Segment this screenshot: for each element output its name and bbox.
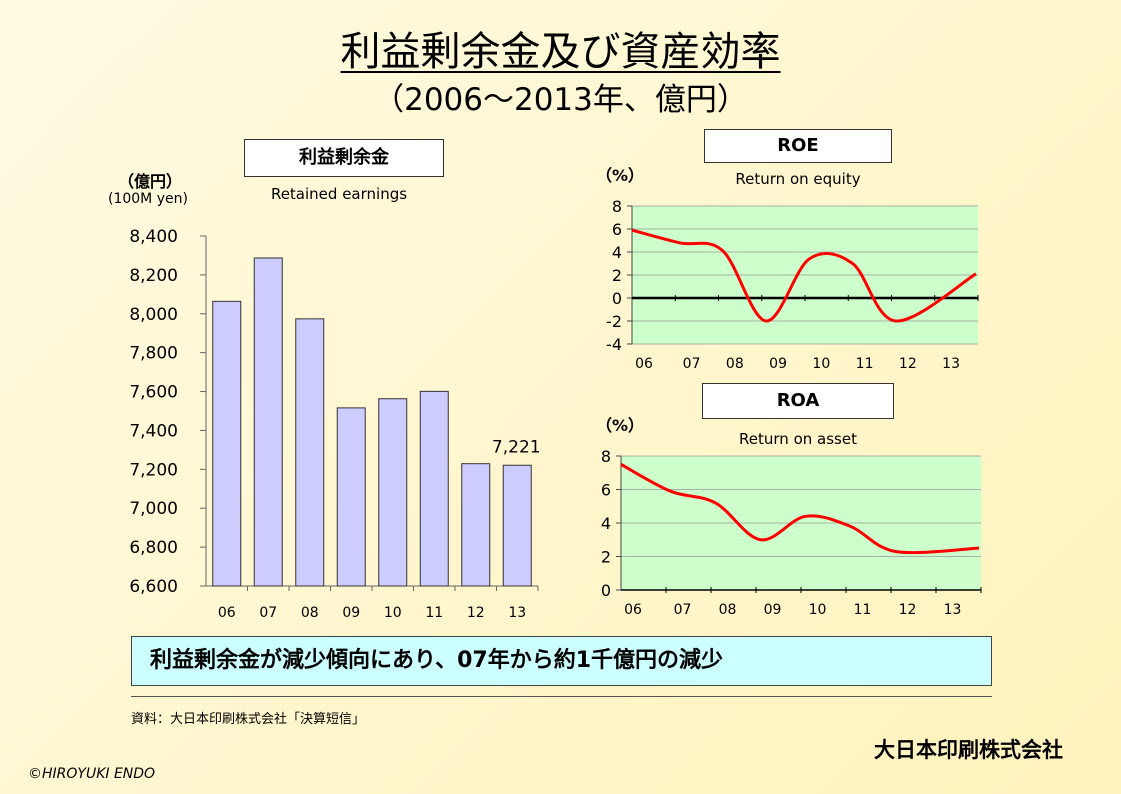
- x-tick-label: 12: [899, 356, 917, 372]
- retained-earnings-subtitle: Retained earnings: [270, 185, 408, 203]
- y-tick-label: 8: [612, 197, 622, 216]
- x-tick-label: 06: [624, 602, 642, 618]
- y-tick-label: 8: [601, 447, 611, 466]
- page-subtitle: （2006～2013年、億円）: [373, 82, 748, 118]
- roe-ylabel: （%）: [596, 166, 645, 185]
- x-tick-label: 10: [809, 602, 827, 618]
- y-tick-label: 6,600: [129, 577, 178, 597]
- x-tick-label: 13: [942, 356, 960, 372]
- x-tick-label: 13: [508, 605, 526, 621]
- y-tick-label: 0: [601, 581, 611, 600]
- x-tick-label: 06: [635, 356, 653, 372]
- y-tick-label: 7,200: [129, 460, 178, 480]
- x-tick-label: 11: [856, 356, 874, 372]
- roe-subtitle: Return on equity: [735, 170, 861, 188]
- y-tick-label: 7,600: [129, 383, 178, 403]
- x-tick-label: 08: [719, 602, 737, 618]
- y-tick-label: 4: [612, 243, 622, 262]
- bar: [253, 257, 283, 587]
- page-title: 利益剰余金及び資産効率: [340, 29, 781, 75]
- company-name: 大日本印刷株式会社: [874, 738, 1063, 762]
- x-tick-label: 12: [899, 602, 917, 618]
- roa-chart: 0 2 4 6 8 06 07 08 09 10 11 12 13: [601, 447, 982, 618]
- y-tick-label: 7,800: [129, 344, 178, 364]
- x-tick-label: 09: [764, 602, 782, 618]
- x-tick-label: 10: [812, 356, 830, 372]
- roa-subtitle: Return on asset: [739, 430, 857, 448]
- x-tick-label: 07: [259, 605, 277, 621]
- y-tick-label: 7,400: [129, 421, 178, 441]
- roe-title: ROE: [704, 129, 892, 163]
- y-tick-label: 8,200: [129, 266, 178, 286]
- x-tick-label: 08: [301, 605, 319, 621]
- y-tick-label: 2: [612, 266, 622, 285]
- roa-ylabel: （%）: [596, 416, 645, 435]
- y-tick-label: 8,000: [129, 305, 178, 325]
- y-tick-label: 8,400: [129, 227, 178, 247]
- x-tick-label: 08: [726, 356, 744, 372]
- x-tick-label: 11: [425, 605, 443, 621]
- x-tick-label: 13: [944, 602, 962, 618]
- retained-earnings-title: 利益剰余金: [244, 139, 444, 177]
- x-tick-label: 10: [384, 605, 402, 621]
- x-tick-label: 09: [342, 605, 360, 621]
- x-tick-label: 06: [218, 605, 236, 621]
- x-tick-label: 07: [683, 356, 701, 372]
- bar: [212, 300, 242, 587]
- x-tick-label: 11: [854, 602, 872, 618]
- y-tick-label: 0: [612, 289, 622, 308]
- y-tick-label: -2: [606, 312, 622, 331]
- divider: [131, 696, 992, 697]
- y-tick-label: 6: [612, 220, 622, 239]
- bar: [461, 463, 491, 587]
- conclusion-box: 利益剰余金が減少傾向にあり、07年から約1千億円の減少: [131, 636, 992, 686]
- y-tick-label: 6: [601, 481, 611, 500]
- y-tick-label: 2: [601, 548, 611, 567]
- roa-title: ROA: [702, 383, 894, 419]
- bar: [419, 390, 449, 587]
- retained-earnings-chart: 6,600 6,800 7,000 7,200 7,400 7,600 7,800 8,000…: [129, 227, 541, 621]
- retained-earnings-ylabel-en: (100M yen): [108, 191, 188, 207]
- bar: [378, 398, 408, 587]
- y-tick-label: -4: [606, 335, 622, 354]
- roe-chart: -4 -2 0 2 4 6 8 06 07 08 09 10 11 12 13: [606, 197, 979, 372]
- retained-earnings-ylabel: （億円）: [118, 172, 183, 191]
- bar: [502, 464, 532, 587]
- source-note: 資料：大日本印刷株式会社「決算短信」: [131, 712, 366, 727]
- x-tick-label: 07: [674, 602, 692, 618]
- y-tick-label: 4: [601, 514, 611, 533]
- y-tick-label: 6,800: [129, 538, 178, 558]
- copyright: ©HIROYUKI ENDO: [28, 766, 156, 782]
- data-label: 7,221: [492, 437, 541, 457]
- bar: [295, 318, 325, 587]
- x-tick-label: 09: [769, 356, 787, 372]
- x-tick-label: 12: [467, 605, 485, 621]
- y-tick-label: 7,000: [129, 499, 178, 519]
- bar: [336, 407, 366, 587]
